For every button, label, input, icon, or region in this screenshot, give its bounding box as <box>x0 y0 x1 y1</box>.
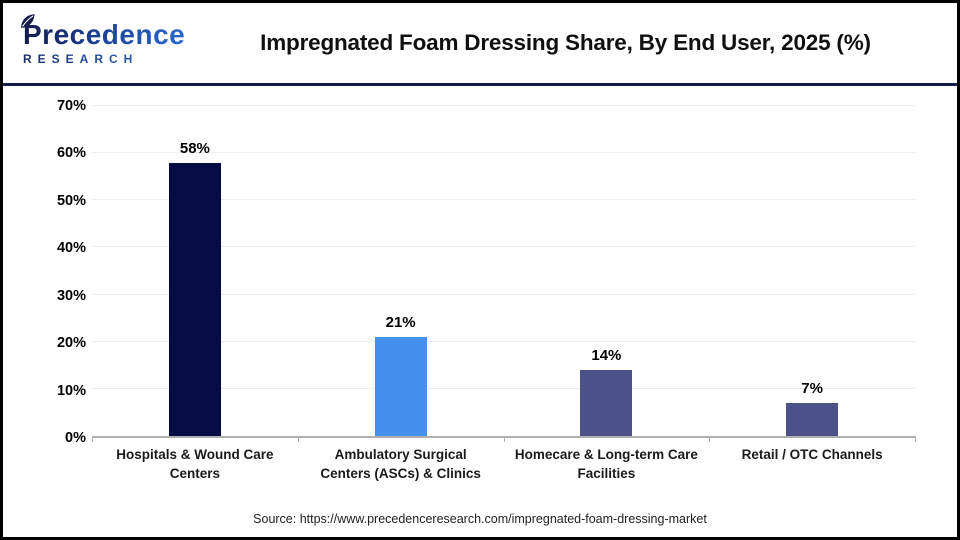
category-label: Retail / OTC Channels <box>741 447 883 462</box>
gridline <box>92 199 915 201</box>
gridline <box>92 105 915 106</box>
y-axis-labels: 0% 10% 20% 30% 40% 50% 60% 70% <box>3 98 86 446</box>
bar-value-label: 58% <box>179 139 210 157</box>
y-tick-label: 50% <box>56 192 86 209</box>
y-tick-label: 10% <box>56 382 86 399</box>
y-tick-label: 60% <box>56 145 86 162</box>
y-tick-label: 70% <box>56 98 86 114</box>
bar-slot: 7% <box>709 106 915 436</box>
bar <box>374 337 427 436</box>
precedence-research-logo: Precedence RESEARCH <box>17 14 222 66</box>
axis-tick <box>503 436 505 442</box>
axis-tick <box>915 436 916 442</box>
plot-area: 58% 21% 14% 7% <box>92 105 916 442</box>
gridline <box>92 246 915 248</box>
axis-tick <box>297 436 299 442</box>
category-label: Ambulatory Surgical Centers (ASCs) & Cli… <box>320 447 481 481</box>
bar <box>786 403 839 436</box>
leaf-icon <box>21 14 35 29</box>
logo-text: Precedence <box>23 20 222 50</box>
source-text: Source: https://www.precedenceresearch.c… <box>253 512 707 526</box>
header-divider <box>3 83 957 86</box>
x-axis-labels: Hospitals & Wound Care Centers Ambulatory… <box>92 446 915 484</box>
bar-value-label: 21% <box>385 314 416 331</box>
category-label: Homecare & Long-term Care Facilities <box>514 447 698 481</box>
y-tick-label: 20% <box>56 335 86 352</box>
y-tick-label: 40% <box>56 240 86 257</box>
gridline <box>92 152 915 154</box>
bar-value-label: 14% <box>591 347 622 364</box>
gridline <box>92 293 915 295</box>
bar <box>168 162 221 436</box>
gridline <box>92 387 915 389</box>
chart-area: 0% 10% 20% 30% 40% 50% 60% 70% 58% 21% 14% 7% Hosp… <box>3 86 957 507</box>
y-tick-label: 30% <box>56 287 86 304</box>
category-label: Hospitals & Wound Care Centers <box>116 447 274 481</box>
bar <box>580 370 633 436</box>
header: Precedence RESEARCH Impregnated Foam Dre… <box>3 3 957 83</box>
logo-subtext: RESEARCH <box>23 52 222 66</box>
bar-slot: 21% <box>298 106 504 436</box>
bar-value-label: 7% <box>801 380 823 397</box>
y-tick-label: 0% <box>65 430 86 446</box>
bar-slot: 58% <box>92 106 298 436</box>
chart-title: Impregnated Foam Dressing Share, By End … <box>260 30 871 55</box>
bar-slot: 14% <box>504 106 710 436</box>
axis-tick <box>92 436 93 442</box>
axis-tick <box>709 436 711 442</box>
gridline <box>92 340 915 342</box>
